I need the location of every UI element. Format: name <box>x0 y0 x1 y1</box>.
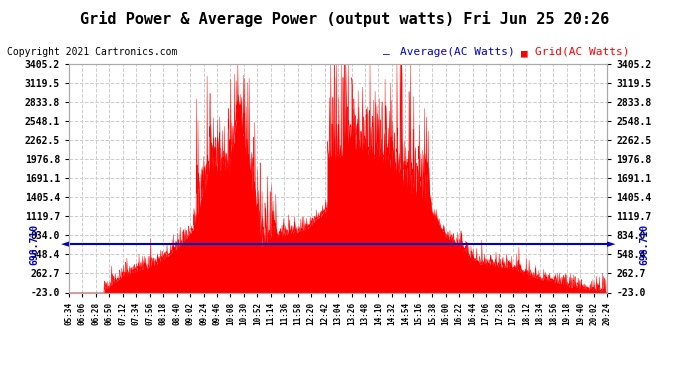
Text: 698.710: 698.710 <box>29 224 39 265</box>
Text: ◄: ◄ <box>61 239 69 249</box>
Text: Average(AC Watts): Average(AC Watts) <box>400 47 515 57</box>
Text: ■: ■ <box>521 49 528 59</box>
Text: Copyright 2021 Cartronics.com: Copyright 2021 Cartronics.com <box>7 47 177 57</box>
Text: Grid Power & Average Power (output watts) Fri Jun 25 20:26: Grid Power & Average Power (output watts… <box>80 11 610 27</box>
Text: Grid(AC Watts): Grid(AC Watts) <box>535 47 629 57</box>
Text: —: — <box>383 49 390 59</box>
Text: ►: ► <box>607 239 615 249</box>
Text: 698.710: 698.710 <box>640 224 650 265</box>
